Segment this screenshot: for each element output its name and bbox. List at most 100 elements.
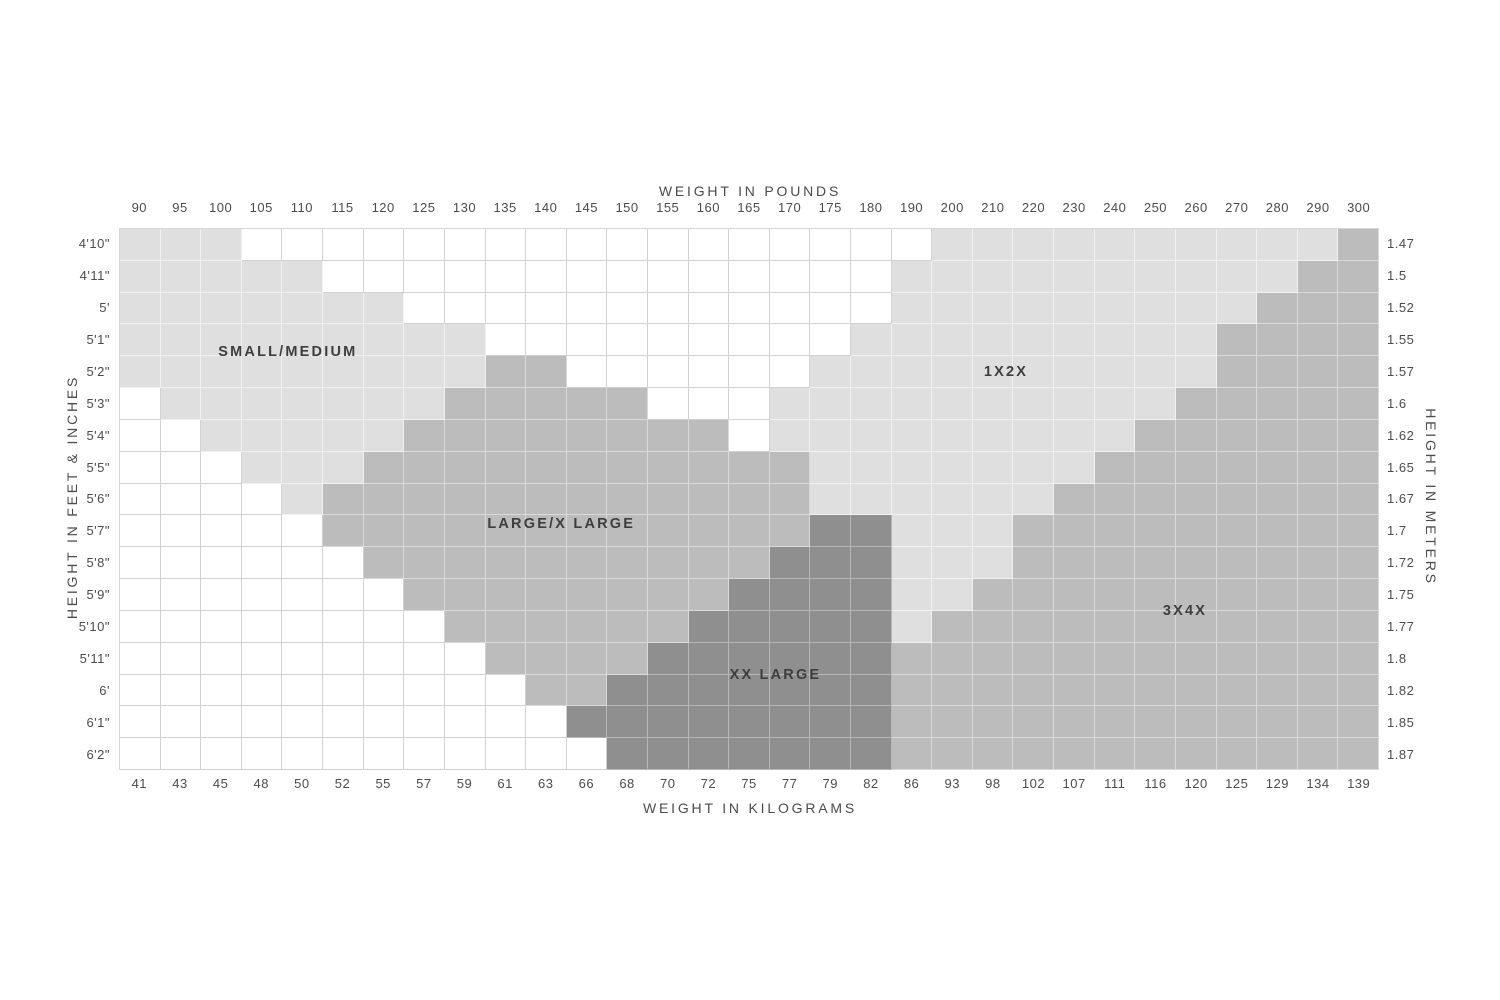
size-cell xyxy=(404,388,445,420)
size-cell xyxy=(241,292,283,325)
kilogram-tick-label: 45 xyxy=(212,776,229,791)
size-cell xyxy=(891,610,933,643)
size-cell xyxy=(404,356,445,389)
size-cell xyxy=(972,738,1014,770)
size-cell xyxy=(120,738,161,770)
size-cell xyxy=(444,642,486,675)
size-cell xyxy=(241,260,283,293)
kilogram-tick-label: 120 xyxy=(1184,776,1208,791)
meters-tick-label: 1.47 xyxy=(1387,236,1415,252)
size-cell xyxy=(201,579,242,611)
size-cell xyxy=(282,324,324,357)
size-cell xyxy=(851,547,892,580)
size-cell xyxy=(526,324,567,357)
size-cell xyxy=(160,642,202,675)
size-cell xyxy=(526,610,567,643)
kilogram-tick-label: 41 xyxy=(131,776,148,791)
size-cell xyxy=(404,674,445,707)
size-cell xyxy=(810,292,852,325)
size-cell xyxy=(1013,579,1055,611)
kilogram-tick-label: 102 xyxy=(1021,776,1046,791)
size-cell xyxy=(607,229,648,261)
size-cell xyxy=(282,547,324,580)
size-cell xyxy=(1297,388,1339,420)
size-cell xyxy=(688,324,730,357)
size-cell xyxy=(323,388,364,420)
size-cell xyxy=(1257,356,1298,389)
size-cell xyxy=(810,483,852,516)
size-cell xyxy=(1257,483,1298,516)
kilogram-tick-label: 72 xyxy=(700,776,717,791)
size-cell xyxy=(323,451,364,484)
size-cell xyxy=(160,451,202,484)
size-cell xyxy=(891,388,933,420)
size-cell xyxy=(566,706,608,739)
size-cell xyxy=(891,451,933,484)
size-cell xyxy=(851,324,892,357)
size-cell xyxy=(932,260,973,293)
meters-tick-label: 1.8 xyxy=(1387,650,1407,666)
size-cell xyxy=(1297,706,1339,739)
size-cell xyxy=(851,579,892,611)
size-cell xyxy=(201,324,242,357)
size-cell xyxy=(566,674,608,707)
size-cell xyxy=(1175,674,1217,707)
size-cell xyxy=(363,229,405,261)
size-cell xyxy=(729,292,770,325)
size-cell xyxy=(972,388,1014,420)
size-cell xyxy=(1297,547,1339,580)
feet-inches-tick-label: 5' xyxy=(99,300,110,316)
size-cell xyxy=(932,483,973,516)
size-cell xyxy=(282,419,324,452)
size-cell xyxy=(201,706,242,739)
size-cell xyxy=(323,515,364,548)
size-cell xyxy=(160,260,202,293)
size-cell xyxy=(526,706,567,739)
size-cell xyxy=(891,292,933,325)
size-cell xyxy=(1175,260,1217,293)
size-cell xyxy=(160,674,202,707)
size-cell xyxy=(1094,419,1136,452)
kilogram-tick-label: 43 xyxy=(172,776,188,791)
size-cell xyxy=(363,324,405,357)
kilogram-tick-label: 86 xyxy=(903,776,920,791)
size-cell xyxy=(688,610,730,643)
size-cell xyxy=(729,579,770,611)
size-cell xyxy=(851,388,892,420)
size-cell xyxy=(241,483,283,516)
size-cell xyxy=(1094,356,1136,389)
size-cell xyxy=(160,738,202,770)
size-cell xyxy=(1297,579,1339,611)
size-cell xyxy=(1013,642,1055,675)
size-cell xyxy=(526,356,567,389)
size-cell xyxy=(1094,706,1136,739)
size-cell xyxy=(201,610,242,643)
size-cell xyxy=(485,292,527,325)
size-cell xyxy=(485,579,527,611)
kilogram-tick-label: 116 xyxy=(1144,776,1167,791)
size-cell xyxy=(1135,260,1176,293)
pound-tick-label: 135 xyxy=(493,200,517,215)
size-cell xyxy=(688,547,730,580)
meters-tick-label: 1.82 xyxy=(1387,682,1415,698)
size-cell xyxy=(1216,292,1258,325)
size-cell xyxy=(1216,706,1258,739)
size-cell xyxy=(1216,738,1258,770)
size-cell xyxy=(1094,451,1136,484)
size-cell xyxy=(891,260,933,293)
pound-tick-label: 240 xyxy=(1103,200,1127,215)
size-cell xyxy=(769,579,811,611)
pound-tick-label: 105 xyxy=(249,200,273,215)
pound-tick-label: 175 xyxy=(818,200,842,215)
size-grid xyxy=(119,228,1379,770)
size-cell xyxy=(891,356,933,389)
size-cell xyxy=(769,229,811,261)
size-cell xyxy=(566,515,608,548)
size-cell xyxy=(1054,674,1095,707)
size-cell xyxy=(1338,260,1379,293)
size-cell xyxy=(1216,356,1258,389)
size-cell xyxy=(1054,706,1095,739)
size-cell xyxy=(526,451,567,484)
size-cell xyxy=(566,324,608,357)
size-cell xyxy=(1054,547,1095,580)
